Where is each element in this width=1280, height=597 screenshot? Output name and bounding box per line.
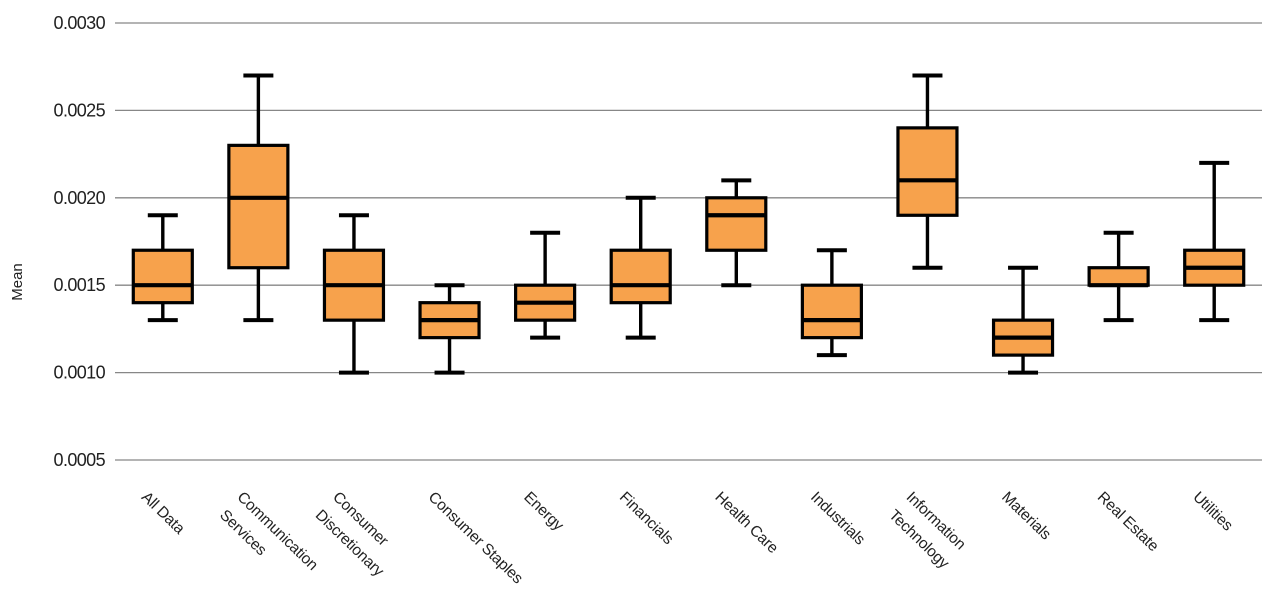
x-tick-label-consumer-discretionary: ConsumerDiscretionary — [312, 489, 405, 581]
x-tick-label-all-data: All Data — [138, 489, 188, 538]
y-tick-label: 0.0005 — [54, 450, 106, 470]
boxplot-box-industrials — [800, 248, 863, 358]
boxplot-box-information-technology — [896, 73, 959, 270]
boxplot-box-utilities — [1183, 160, 1246, 323]
x-tick-label-health-care: Health Care — [712, 489, 782, 557]
y-tick-label: 0.0030 — [54, 13, 106, 33]
y-tick-label: 0.0010 — [54, 363, 106, 383]
x-tick-label-utilities: Utilities — [1189, 489, 1236, 535]
y-tick-label: 0.0020 — [54, 188, 106, 208]
iqr-box — [609, 248, 672, 305]
gridlines-layer — [115, 22, 1262, 461]
iqr-box — [227, 143, 290, 270]
boxplot-box-real-estate — [1087, 230, 1150, 323]
iqr-box — [800, 283, 863, 340]
boxplot-box-financials — [609, 195, 672, 340]
y-tick-label: 0.0025 — [54, 100, 106, 120]
x-tick-label-consumer-staples: Consumer Staples — [425, 489, 527, 588]
x-tick-label-financials: Financials — [616, 489, 677, 549]
boxplot-box-consumer-staples — [418, 283, 481, 375]
boxplot-box-energy — [514, 230, 577, 340]
y-axis-label: Mean — [9, 263, 26, 301]
boxplot-box-health-care — [705, 178, 768, 288]
y-tick-label: 0.0015 — [54, 275, 106, 295]
iqr-box — [1087, 266, 1150, 287]
boxplot-box-communication-services — [227, 73, 290, 323]
x-tick-label-materials: Materials — [998, 489, 1054, 544]
boxplot-box-consumer-discretionary — [322, 213, 386, 375]
x-tick-label-industrials: Industrials — [807, 489, 868, 549]
x-tick-label-energy: Energy — [520, 489, 567, 535]
boxes-layer — [131, 73, 1246, 375]
x-tick-label-information-technology: InformationTechnology — [885, 489, 969, 573]
y-tick-labels-layer: 0.0005 0.0010 0.0015 0.0020 0.0025 0.0030 — [54, 13, 107, 470]
boxplot-box-materials — [991, 265, 1055, 375]
x-tick-labels-layer: All Data CommunicationServices ConsumerDis… — [138, 489, 1236, 592]
boxplot-box-all-data — [131, 213, 194, 323]
iqr-box — [896, 126, 959, 217]
iqr-box — [705, 196, 768, 252]
x-tick-label-real-estate: Real Estate — [1094, 489, 1162, 555]
x-tick-label-communication-services: CommunicationServices — [216, 489, 321, 592]
iqr-box — [131, 248, 194, 305]
